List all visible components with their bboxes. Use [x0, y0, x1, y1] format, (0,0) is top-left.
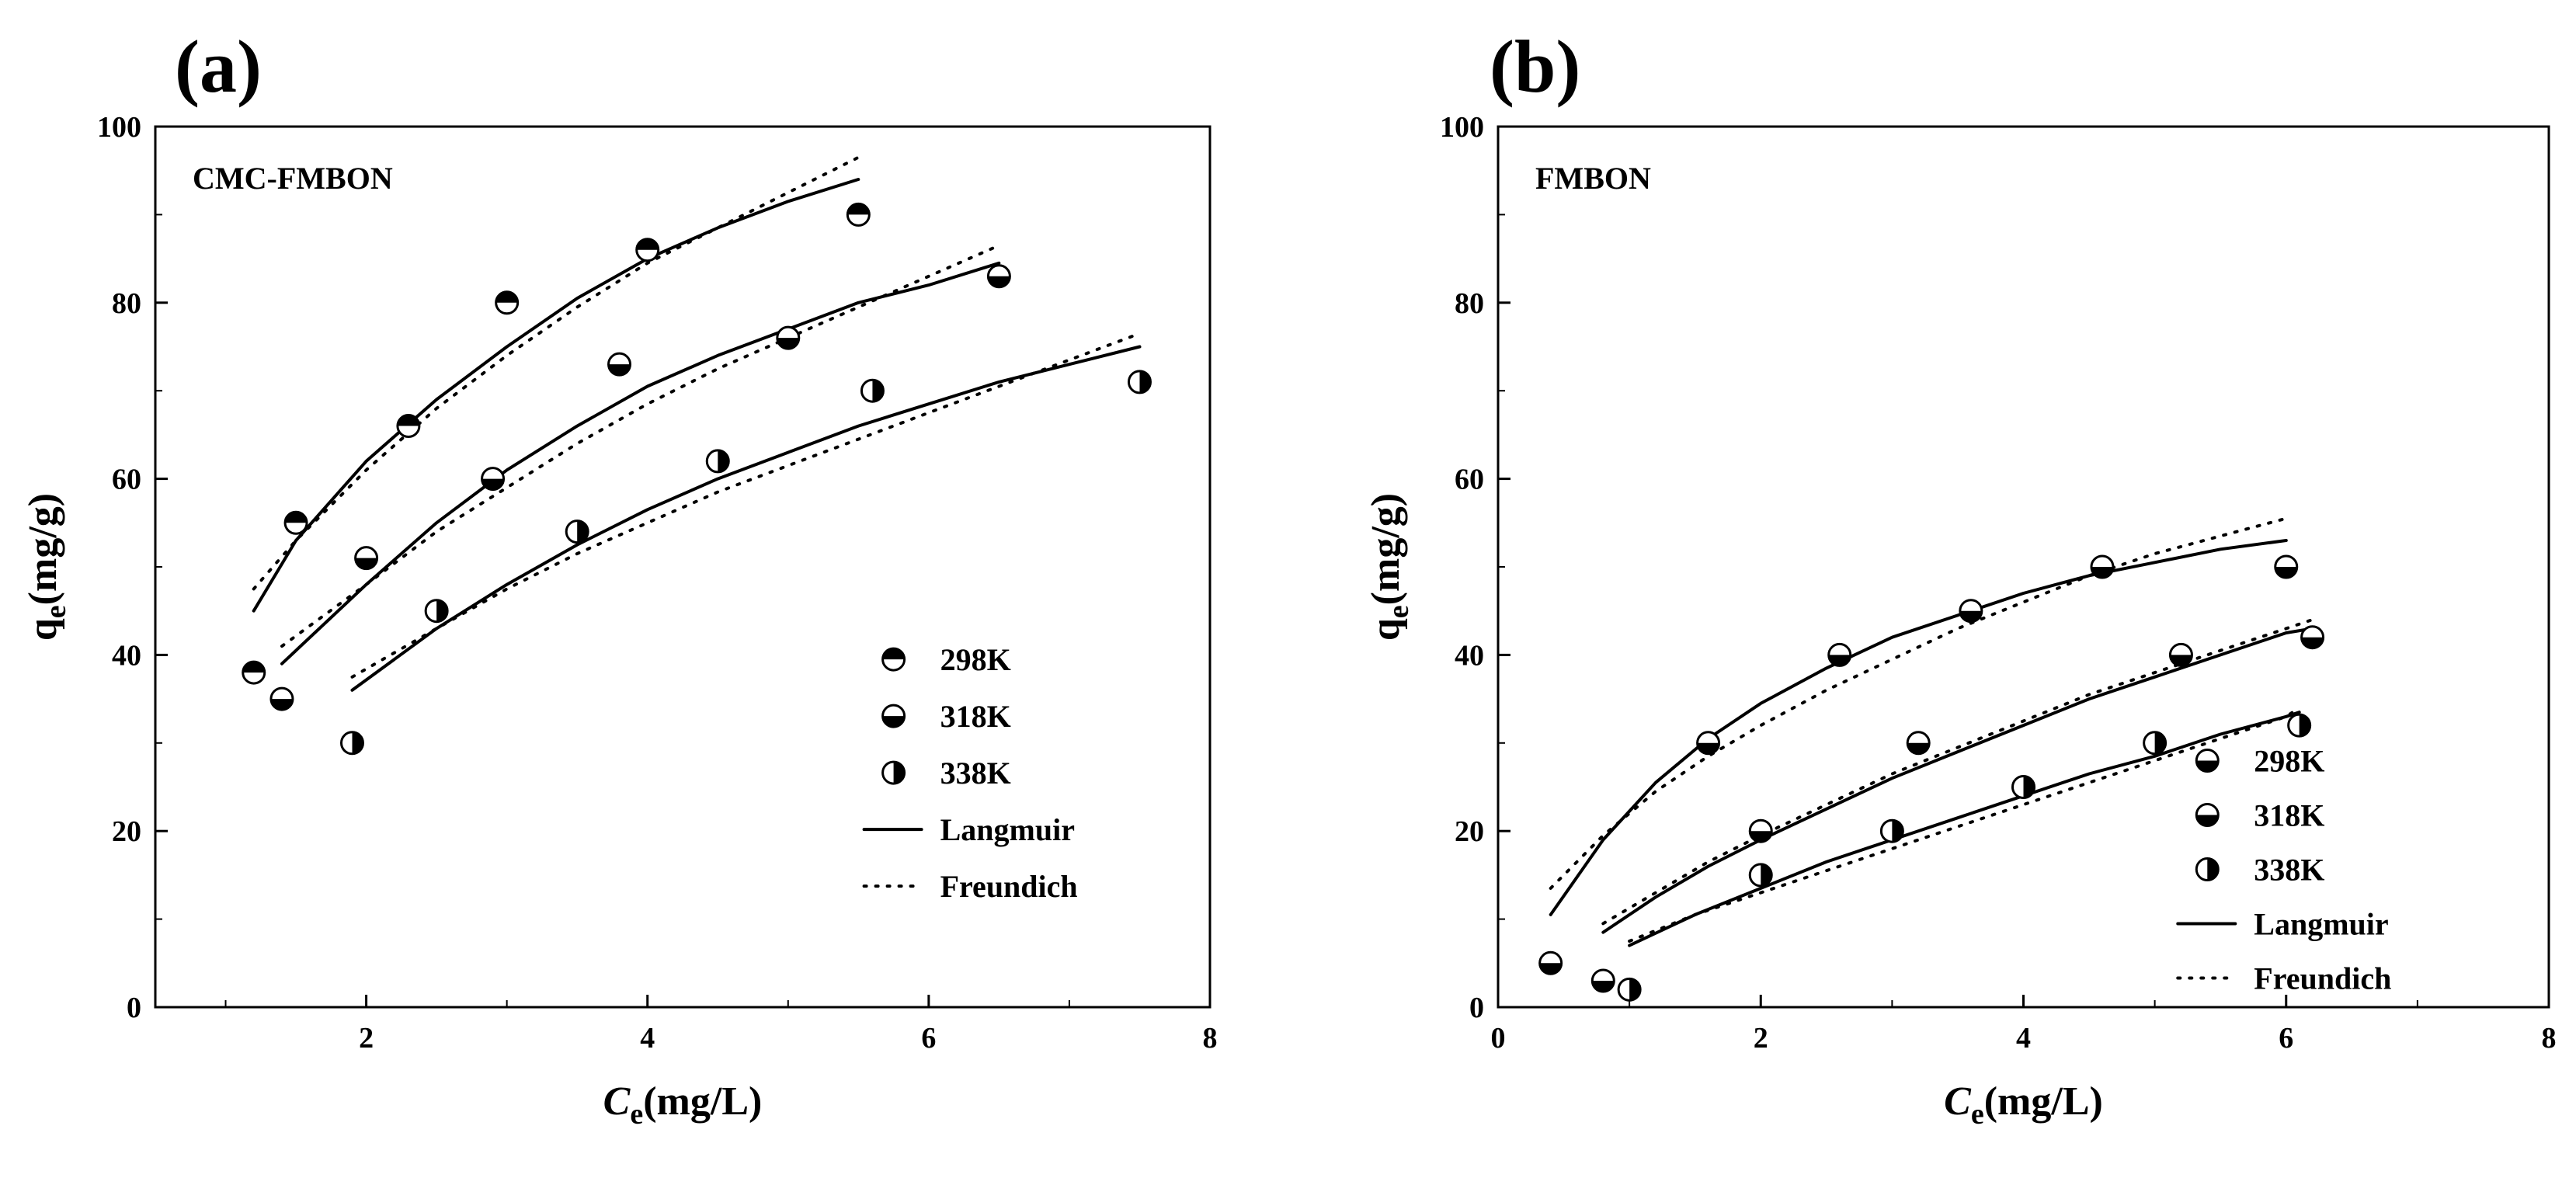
langmuir-fit-line-2	[1601, 627, 2314, 934]
y-tick-label: 100	[1440, 111, 1484, 144]
data-point-338k	[1879, 818, 1904, 843]
langmuir-fit-line-2	[280, 261, 1001, 665]
legend-label-freundich: Freundich	[2254, 961, 2391, 996]
y-tick-label: 60	[1455, 464, 1484, 496]
y-tick-label: 20	[1455, 815, 1484, 848]
data-point-298k	[1538, 950, 1563, 975]
data-point-338k	[339, 731, 364, 756]
data-point-298k	[495, 290, 520, 315]
chart-title: FMBON	[1535, 161, 1651, 196]
y-tick-label: 100	[97, 111, 141, 144]
x-tick-label: 2	[1754, 1022, 1768, 1055]
data-point-318k	[986, 264, 1011, 289]
data-point-298k	[242, 660, 266, 685]
chart-panel-b: (b)0 2 4 6 8020406080100Ce(mg/L)qe(mg/g)FMBO…	[1364, 25, 2557, 1131]
data-point-338k	[860, 378, 885, 403]
legend-marker-298k	[2195, 748, 2220, 773]
legend-label-298k: 298K	[2254, 743, 2324, 778]
legend-label-langmuir: Langmuir	[940, 812, 1075, 847]
x-tick-label: 4	[2016, 1022, 2031, 1055]
data-point-298k	[846, 202, 871, 227]
langmuir-fit-line-3	[350, 345, 1142, 692]
langmuir-fit-line-3	[1628, 711, 2301, 947]
y-tick-label: 80	[112, 287, 141, 320]
x-tick-label: 8	[2542, 1022, 2557, 1055]
y-tick-label: 60	[112, 464, 141, 496]
freundich-fit-line-1	[252, 155, 860, 591]
legend-label-318k: 318K	[940, 699, 1011, 734]
panel-label: (b)	[1490, 25, 1580, 108]
freundich-fit-line-1	[1549, 516, 2288, 890]
y-tick-label: 0	[1469, 992, 1484, 1024]
x-tick-label: 6	[2279, 1022, 2293, 1055]
data-point-338k	[565, 520, 589, 544]
data-point-298k	[1827, 642, 1852, 667]
data-point-298k	[283, 510, 308, 535]
y-tick-label: 40	[112, 639, 141, 672]
legend: 298K 318K 338K Langmuir Freundich	[2176, 743, 2391, 996]
legend-marker-338k	[2195, 857, 2220, 881]
chart-title: CMC-FMBON	[193, 161, 393, 196]
legend: 298K 318K 338K Langmuir Freundich	[862, 642, 1078, 904]
data-point-318k	[776, 325, 801, 350]
freundich-fit-line-2	[280, 244, 1001, 648]
x-axis-title: Ce(mg/L)	[603, 1079, 763, 1131]
data-point-318k	[481, 467, 506, 492]
x-axis-title: Ce(mg/L)	[1944, 1079, 2103, 1131]
data-point-338k	[2011, 775, 2035, 799]
legend-label-318k: 318K	[2254, 797, 2324, 832]
data-point-298k	[1959, 599, 1983, 624]
x-tick-label: 8	[1203, 1022, 1218, 1055]
legend-label-338k: 338K	[2254, 852, 2324, 887]
data-point-298k	[396, 414, 421, 439]
y-tick-label: 80	[1455, 287, 1484, 320]
y-tick-label: 20	[112, 815, 141, 848]
data-point-318k	[269, 686, 294, 711]
legend-label-freundich: Freundich	[940, 869, 1078, 904]
y-axis-title: qe(mg/g)	[1364, 493, 1415, 641]
x-tick-label: 2	[359, 1022, 374, 1055]
data-point-298k	[1696, 731, 1721, 756]
legend-marker-318k	[881, 704, 906, 728]
data-point-318k	[1906, 731, 1931, 756]
legend-label-338k: 338K	[940, 756, 1011, 791]
data-point-298k	[2274, 554, 2299, 579]
data-point-318k	[607, 352, 632, 377]
legend-marker-338k	[881, 760, 906, 785]
legend-label-298k: 298K	[940, 642, 1011, 677]
legend-marker-318k	[2195, 802, 2220, 827]
data-point-338k	[2287, 713, 2312, 738]
freundich-fit-line-2	[1601, 618, 2314, 926]
y-axis-title: qe(mg/g)	[21, 493, 72, 641]
data-point-318k	[1590, 968, 1615, 993]
panel-label: (a)	[175, 25, 262, 108]
y-tick-label: 0	[127, 992, 141, 1024]
data-point-338k	[705, 449, 730, 474]
data-point-298k	[2090, 554, 2115, 579]
langmuir-fit-line-1	[252, 178, 860, 613]
legend-marker-298k	[881, 647, 906, 672]
data-point-318k	[2300, 625, 2325, 650]
data-point-318k	[2168, 642, 2193, 667]
data-point-338k	[1127, 370, 1152, 394]
x-tick-label: 0	[1491, 1022, 1506, 1055]
data-point-338k	[2143, 731, 2168, 756]
x-tick-label: 4	[640, 1022, 655, 1055]
data-point-338k	[1617, 977, 1642, 1002]
freundich-fit-line-3	[350, 332, 1142, 679]
data-point-338k	[424, 599, 449, 624]
freundich-fit-line-3	[1628, 706, 2301, 943]
data-point-298k	[635, 238, 660, 262]
legend-label-langmuir: Langmuir	[2254, 906, 2388, 941]
x-tick-label: 6	[921, 1022, 936, 1055]
data-point-318k	[354, 546, 379, 571]
data-point-338k	[1748, 863, 1773, 888]
plot-frame	[1497, 125, 2550, 1009]
chart-panel-a: (a)2 4 6 8020406080100Ce(mg/L)qe(mg/g)CMC-F…	[21, 25, 1218, 1131]
y-tick-label: 40	[1455, 639, 1484, 672]
data-point-318k	[1748, 818, 1773, 843]
langmuir-fit-line-1	[1549, 539, 2288, 916]
